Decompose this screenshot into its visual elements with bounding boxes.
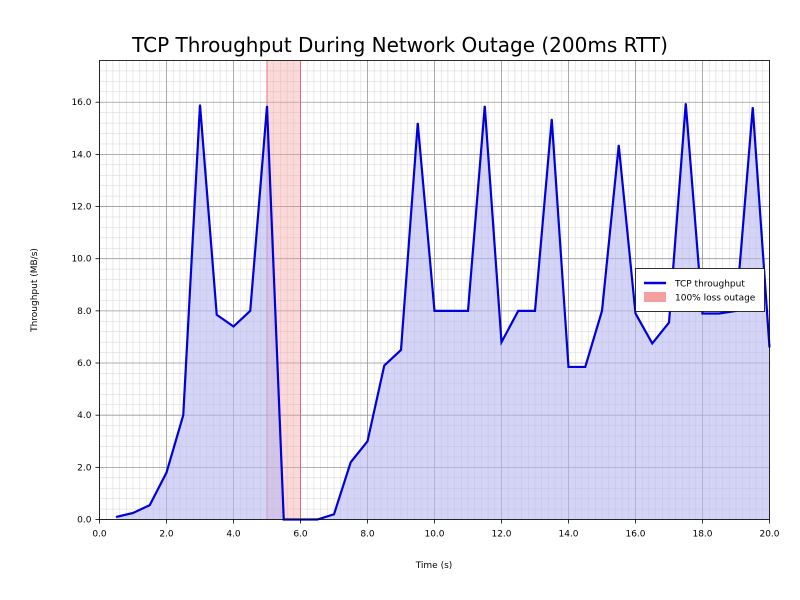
data-point (383, 365, 385, 367)
data-point (333, 513, 335, 515)
y-tick-label: 0.0 (77, 516, 92, 526)
y-axis-label: Throughput (MB/s) (30, 248, 40, 333)
data-point (685, 102, 687, 105)
data-point (534, 310, 536, 312)
x-tick-label: 10.0 (424, 530, 444, 540)
data-point (433, 310, 436, 312)
data-point (701, 312, 704, 315)
y-tick-label: 12.0 (71, 203, 91, 213)
y-tick-label: 14.0 (71, 150, 91, 160)
data-point (199, 104, 201, 106)
data-point (132, 512, 134, 514)
data-point (115, 516, 117, 518)
data-point (450, 310, 452, 312)
y-tick-label: 4.0 (77, 411, 92, 421)
data-point (567, 366, 570, 368)
data-point (182, 414, 184, 416)
y-tick-label: 6.0 (77, 359, 92, 369)
data-point (400, 349, 402, 351)
data-point (618, 144, 620, 146)
x-tick-label: 20.0 (759, 530, 779, 540)
x-tick-label: 18.0 (692, 530, 712, 540)
data-point (216, 314, 218, 316)
data-point (165, 471, 168, 474)
x-tick-label: 6.0 (293, 530, 308, 540)
legend-swatch-patch (644, 292, 666, 302)
x-axis-ticks: 0.0 2.0 4.0 6.0 8.0 10.0 12.0 14.0 16.0 18.0 20.0 (92, 519, 780, 540)
data-point (232, 325, 235, 328)
x-tick-label: 4.0 (226, 530, 241, 540)
data-point (551, 118, 553, 120)
x-tick-label: 2.0 (159, 530, 174, 540)
data-point (601, 310, 603, 312)
data-point (484, 105, 486, 107)
y-tick-label: 2.0 (77, 463, 92, 473)
legend-label-series: TCP throughput (674, 280, 745, 290)
data-point (149, 504, 151, 506)
data-point (249, 310, 251, 312)
legend: TCP throughput 100% loss outage (635, 268, 765, 312)
y-axis-ticks: 0.0 2.0 4.0 6.0 8.0 10.0 12.0 14.0 16.0 (71, 98, 100, 526)
y-tick-label: 16.0 (71, 98, 91, 108)
x-axis-label: Time (s) (415, 561, 453, 571)
x-tick-label: 8.0 (360, 530, 375, 540)
x-tick-label: 16.0 (625, 530, 645, 540)
data-point (634, 312, 637, 315)
data-point (417, 122, 419, 124)
data-point (668, 321, 670, 324)
series-line (115, 103, 771, 521)
data-point (266, 105, 268, 107)
legend-box (635, 268, 765, 312)
data-point (467, 310, 469, 312)
x-tick-label: 12.0 (491, 530, 511, 540)
y-tick-label: 10.0 (71, 255, 91, 265)
legend-label-outage: 100% loss outage (675, 294, 756, 304)
y-tick-label: 8.0 (77, 307, 92, 317)
series-layer (115, 102, 771, 521)
data-point (366, 440, 369, 442)
x-tick-label: 14.0 (558, 530, 578, 540)
data-point (718, 312, 720, 315)
data-point (517, 310, 519, 312)
data-point (500, 341, 503, 343)
data-point (584, 366, 586, 368)
data-point (651, 342, 653, 345)
data-point (350, 461, 352, 463)
data-point (752, 106, 754, 109)
x-tick-label: 0.0 (92, 530, 107, 540)
chart-title: TCP Throughput During Network Outage (20… (131, 33, 668, 57)
